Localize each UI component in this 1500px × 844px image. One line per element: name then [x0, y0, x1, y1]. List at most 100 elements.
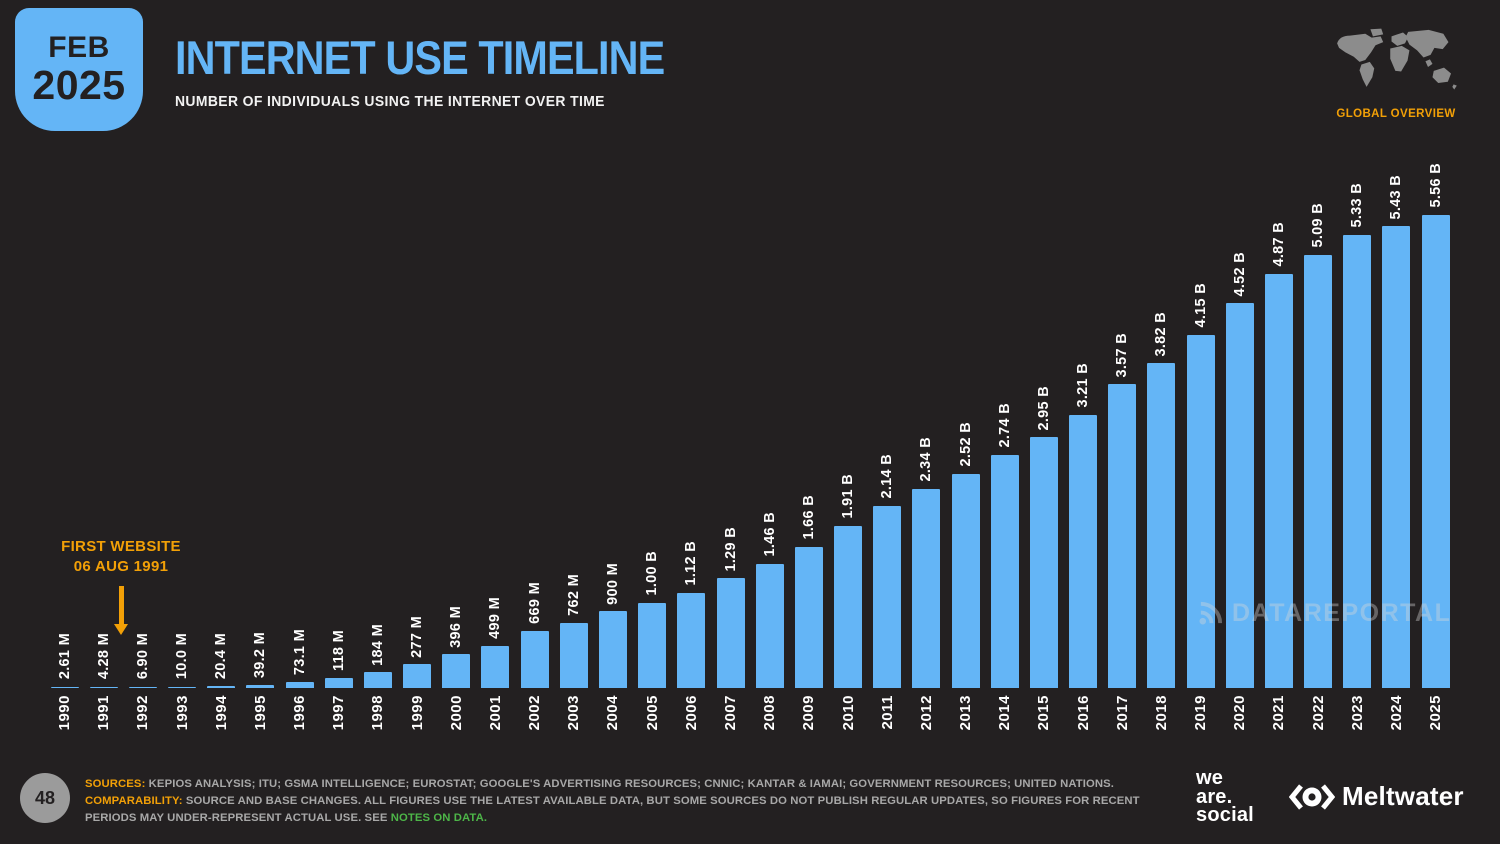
year-cell: 1995: [241, 695, 280, 751]
year-label: 2020: [1231, 695, 1249, 731]
notes-on-data-link[interactable]: NOTES ON DATA.: [390, 811, 488, 824]
year-cell: 2025: [1416, 695, 1455, 751]
bar: [834, 525, 863, 688]
year-label: 1999: [408, 695, 426, 731]
date-badge-year: 2025: [32, 61, 126, 108]
bar: [168, 686, 197, 688]
year-label: 2001: [486, 695, 504, 731]
bar-value-label: 3.21 B: [1075, 363, 1092, 408]
bar-chart: 2.61 M 4.28 M 6.90 M 10.0 M 20.4 M 39.2 M 73.1…: [45, 148, 1455, 751]
bar: [1264, 273, 1293, 688]
year-label: 1998: [369, 695, 387, 731]
year-label: 2018: [1152, 695, 1170, 731]
bar-value-label: 118 M: [330, 629, 347, 671]
year-label: 1991: [95, 695, 113, 731]
bar: [951, 473, 980, 688]
bar-value-label: 184 M: [369, 623, 386, 666]
bar: [990, 454, 1019, 688]
chart-x-axis: 1990 1991 1992 1993 1994 1995 1996 1997 1998 1999…: [45, 695, 1455, 751]
bar: [912, 488, 941, 688]
bar-column: 5.33 B: [1338, 183, 1377, 688]
year-cell: 2015: [1024, 695, 1063, 751]
down-arrow-icon: [114, 586, 128, 635]
year-cell: 2022: [1299, 695, 1338, 751]
year-label: 1994: [212, 695, 230, 731]
bar-column: 2.52 B: [946, 422, 985, 688]
bar-value-label: 1.29 B: [722, 526, 739, 572]
sources-label: SOURCES:: [85, 778, 146, 790]
bar-column: 3.82 B: [1142, 312, 1181, 688]
year-cell: 2009: [789, 695, 828, 751]
bar: [1382, 226, 1411, 688]
year-label: 2006: [682, 695, 700, 731]
year-label: 1997: [330, 695, 348, 731]
bar-value-label: 1.00 B: [644, 551, 661, 596]
bar-column: 1.46 B: [750, 512, 789, 688]
bar-value-label: 2.61 M: [56, 633, 73, 680]
bar-column: 2.34 B: [907, 437, 946, 688]
year-cell: 2008: [750, 695, 789, 751]
year-cell: 2000: [437, 695, 476, 751]
year-label: 2003: [565, 695, 583, 731]
year-cell: 2002: [515, 695, 554, 751]
bar: [873, 505, 902, 688]
bar: [1029, 437, 1058, 688]
bar-value-label: 2.14 B: [879, 454, 896, 499]
bar-column: 1.00 B: [633, 551, 672, 688]
bar-value-label: 2.52 B: [957, 422, 974, 467]
year-label: 1995: [251, 695, 269, 731]
page-title: INTERNET USE TIMELINE: [175, 31, 665, 84]
header-titles: INTERNET USE TIMELINE NUMBER OF INDIVIDU…: [175, 30, 731, 110]
bar-value-label: 1.12 B: [683, 541, 700, 586]
signal-icon: [1199, 601, 1223, 625]
year-label: 2017: [1113, 695, 1131, 731]
meltwater-logo: Meltwater: [1289, 781, 1464, 812]
year-cell: 1997: [319, 695, 358, 751]
bar-value-label: 4.28 M: [95, 633, 112, 680]
bar: [598, 611, 627, 688]
bar: [638, 602, 667, 688]
year-label: 2022: [1309, 695, 1327, 731]
bar-column: 4.15 B: [1181, 283, 1220, 688]
year-label: 1992: [134, 695, 152, 731]
year-cell: 2013: [946, 695, 985, 751]
bar-column: 1.66 B: [789, 495, 828, 688]
bar: [50, 686, 79, 688]
year-label: 2000: [447, 695, 465, 731]
bar: [442, 654, 471, 688]
year-label: 2013: [957, 695, 975, 731]
bar: [207, 686, 236, 688]
world-map-icon: [1337, 28, 1457, 90]
bar-column: 4.87 B: [1259, 222, 1298, 688]
datareportal-watermark: DATAREPORTAL: [1197, 599, 1451, 628]
bar-value-label: 1.46 B: [761, 512, 778, 557]
year-cell: 2004: [593, 695, 632, 751]
year-cell: 2020: [1220, 695, 1259, 751]
year-cell: 2014: [985, 695, 1024, 751]
year-cell: 2007: [711, 695, 750, 751]
bar-column: 2.14 B: [868, 454, 907, 688]
bar-value-label: 2.34 B: [918, 437, 935, 482]
bar-value-label: 10.0 M: [174, 633, 191, 680]
bar-column: 5.56 B: [1416, 163, 1455, 688]
year-label: 1993: [173, 695, 191, 731]
year-label: 2010: [839, 695, 857, 731]
bar-value-label: 2.74 B: [996, 403, 1013, 448]
bar-column: 20.4 M: [202, 633, 241, 688]
bar: [128, 686, 157, 688]
region-indicator: GLOBAL OVERVIEW: [1325, 28, 1467, 120]
bar: [89, 686, 118, 688]
bar-value-label: 277 M: [409, 615, 426, 658]
chart-plot-area: 2.61 M 4.28 M 6.90 M 10.0 M 20.4 M 39.2 M 73.1…: [45, 148, 1455, 688]
bar: [755, 563, 784, 688]
year-label: 2004: [604, 695, 622, 731]
bar: [363, 672, 392, 688]
sources-text: KEPIOS ANALYSIS; ITU; GSMA INTELLIGENCE;…: [145, 778, 1115, 790]
year-cell: 2005: [633, 695, 672, 751]
bar-column: 277 M: [398, 616, 437, 688]
year-cell: 2006: [672, 695, 711, 751]
year-cell: 2010: [828, 695, 867, 751]
we-are-social-line3: social: [1196, 804, 1254, 827]
bar-column: 2.74 B: [985, 403, 1024, 688]
